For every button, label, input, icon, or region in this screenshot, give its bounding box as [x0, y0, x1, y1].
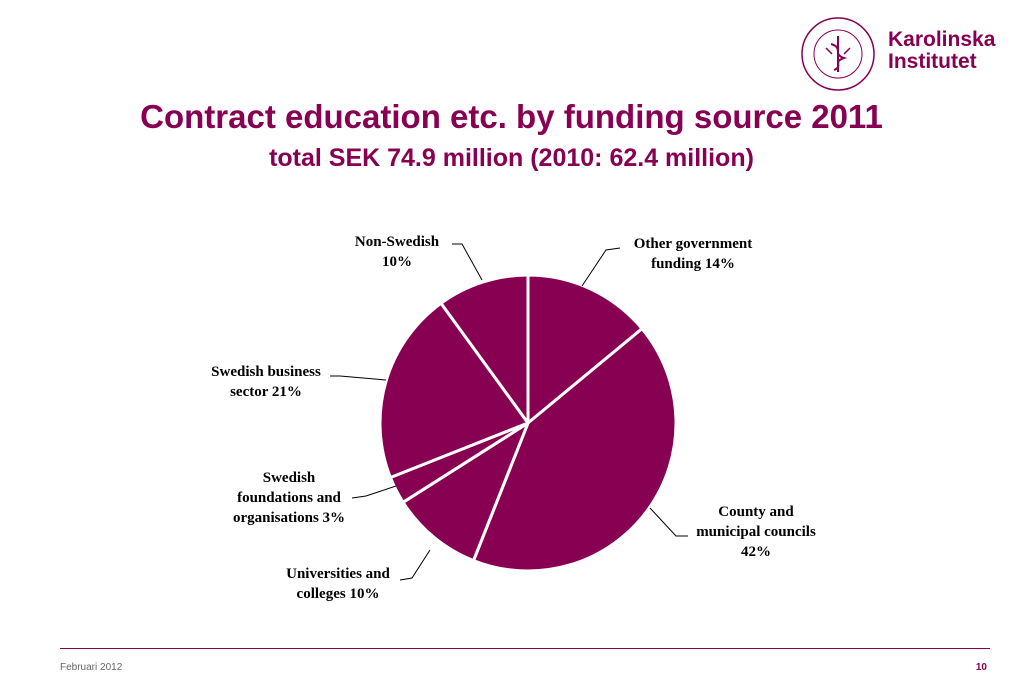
leader-line-4 — [330, 375, 387, 381]
slice-label-1: County and municipal councils 42% — [696, 504, 816, 560]
logo-wordmark: Karolinska Institutet — [888, 29, 995, 73]
leader-line-2 — [399, 549, 431, 581]
leader-line-3 — [351, 485, 397, 499]
karolinska-logo — [798, 14, 998, 94]
leader-line-5 — [452, 243, 483, 281]
page-title: Contract education etc. by funding sourc… — [140, 98, 883, 135]
pie-slice-2 — [401, 421, 530, 563]
pie-slice-1 — [472, 327, 678, 573]
page-number: 10 — [975, 662, 987, 673]
logo-line-1: Karolinska — [888, 28, 996, 51]
pie-slice-0 — [526, 273, 644, 425]
slice-label-3: Swedish foundations and organisations 3% — [233, 470, 345, 526]
leader-line-0 — [581, 247, 621, 287]
footer-date: Februari 2012 — [60, 662, 123, 673]
pie-slice-4 — [378, 301, 530, 479]
slice-label-5: Non-Swedish 10% — [355, 234, 440, 270]
slice-label-2: Universities and colleges 10% — [286, 566, 390, 602]
footer-divider — [60, 648, 990, 649]
page-subtitle: total SEK 74.9 million (2010: 62.4 milli… — [269, 144, 754, 172]
pie-slice-5 — [439, 273, 530, 425]
slice-label-0: Other government funding 14% — [634, 236, 752, 272]
leader-line-1 — [649, 507, 688, 537]
logo-line-2: Institutet — [888, 50, 977, 73]
seal-icon — [801, 17, 875, 91]
slice-label-4: Swedish business sector 21% — [211, 364, 321, 400]
